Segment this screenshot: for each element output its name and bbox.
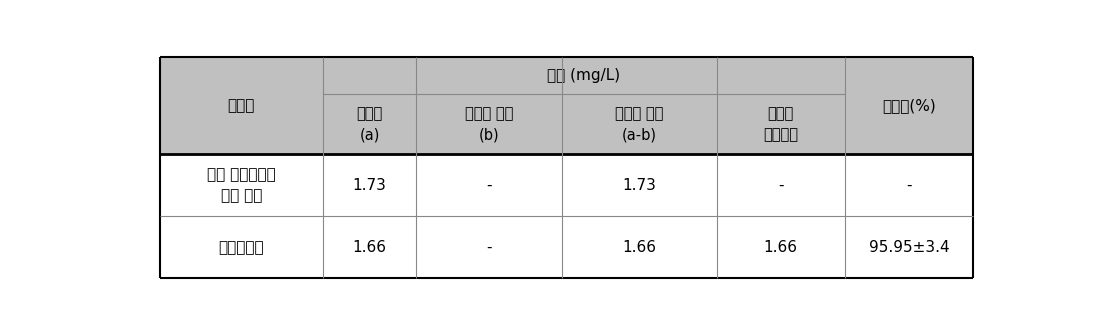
Text: 95.95±3.4: 95.95±3.4 xyxy=(869,240,949,255)
Bar xyxy=(415,216,561,278)
Bar xyxy=(561,154,717,216)
Bar xyxy=(415,94,561,154)
Text: -: - xyxy=(486,178,492,193)
Text: 바탕시험액: 바탕시험액 xyxy=(219,240,264,255)
Text: 용존상 함량
(b): 용존상 함량 (b) xyxy=(465,106,513,142)
Bar xyxy=(717,94,845,154)
Text: 입자상 함량
(a-b): 입자상 함량 (a-b) xyxy=(615,106,663,142)
Bar xyxy=(845,57,974,154)
Text: -: - xyxy=(778,178,783,193)
Bar xyxy=(845,216,974,278)
Text: -: - xyxy=(486,240,492,255)
Bar xyxy=(159,154,323,216)
Bar xyxy=(323,94,415,154)
Text: 1.66: 1.66 xyxy=(764,240,798,255)
Bar xyxy=(323,154,415,216)
Text: 1.73: 1.73 xyxy=(352,178,387,193)
Bar xyxy=(717,154,845,216)
Text: 전함량
(a): 전함량 (a) xyxy=(357,106,382,142)
Text: 1.73: 1.73 xyxy=(622,178,656,193)
Text: 농도 (mg/L): 농도 (mg/L) xyxy=(547,68,621,83)
Bar xyxy=(845,154,974,216)
Bar xyxy=(561,94,717,154)
Text: -: - xyxy=(906,178,912,193)
Bar xyxy=(159,216,323,278)
Bar xyxy=(323,57,845,94)
Text: 전함량
분석결과: 전함량 분석결과 xyxy=(764,106,798,142)
Bar xyxy=(561,216,717,278)
Bar xyxy=(159,57,323,154)
Bar xyxy=(323,216,415,278)
Text: 1.66: 1.66 xyxy=(622,240,656,255)
Text: 주입 나노물질의
표준 농도: 주입 나노물질의 표준 농도 xyxy=(207,167,276,203)
Bar xyxy=(717,216,845,278)
Text: 회수율(%): 회수율(%) xyxy=(882,98,936,113)
Bar xyxy=(415,154,561,216)
Text: 1.66: 1.66 xyxy=(352,240,387,255)
Text: 제품명: 제품명 xyxy=(228,98,255,113)
